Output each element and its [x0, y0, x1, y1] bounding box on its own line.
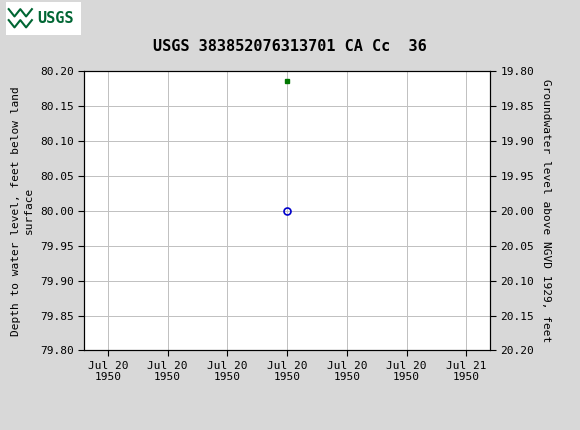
Text: USGS 383852076313701 CA Cc  36: USGS 383852076313701 CA Cc 36 — [153, 39, 427, 54]
Y-axis label: Depth to water level, feet below land
surface: Depth to water level, feet below land su… — [11, 86, 34, 335]
Bar — [6, 2, 81, 35]
Legend: Period of approved data: Period of approved data — [175, 427, 399, 430]
Text: USGS: USGS — [38, 11, 74, 26]
Y-axis label: Groundwater level above NGVD 1929, feet: Groundwater level above NGVD 1929, feet — [541, 79, 551, 342]
